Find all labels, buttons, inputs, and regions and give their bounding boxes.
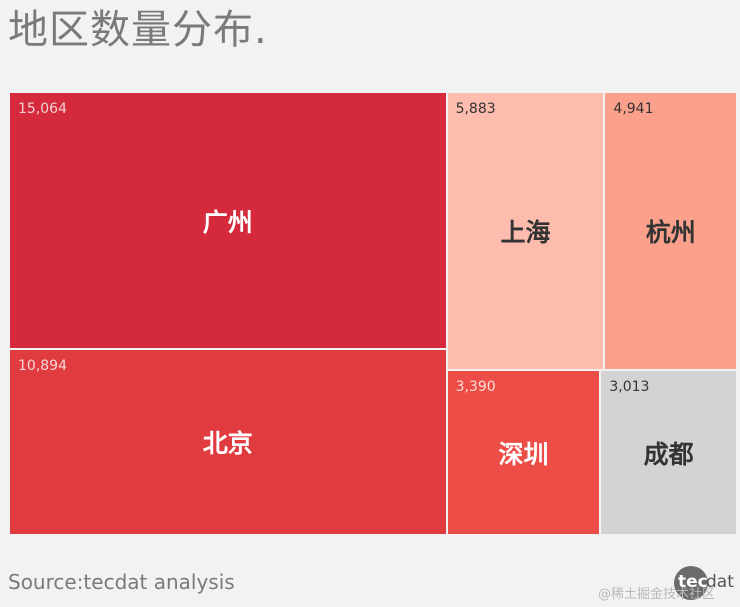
tile-label: 成都 — [643, 439, 694, 469]
tile-label: 深圳 — [498, 439, 549, 469]
tile-value: 3,013 — [609, 379, 650, 396]
logo-circle-icon — [674, 566, 708, 600]
treemap-tile-3: 4,941 杭州 — [604, 92, 737, 371]
tecdat-logo: tec dat — [672, 564, 734, 600]
tile-value: 3,390 — [455, 379, 496, 396]
tile-value: 5,883 — [455, 101, 496, 117]
tile-value: 4,941 — [613, 101, 654, 117]
source-note: Source:tecdat analysis — [8, 570, 235, 594]
tile-label: 杭州 — [645, 218, 696, 248]
tile-label: 广州 — [202, 207, 253, 237]
treemap-tile-1: 10,894 北京 — [9, 349, 447, 535]
chart-title: 地区数量分布. — [8, 7, 268, 53]
logo-text-tec: tec — [678, 572, 708, 592]
tile-value: 10,894 — [18, 358, 67, 375]
tile-label: 北京 — [202, 429, 253, 459]
treemap-tile-4: 3,390 深圳 — [446, 370, 601, 535]
tile-value: 15,064 — [18, 101, 67, 117]
treemap-tile-5: 3,013 成都 — [600, 370, 737, 535]
tile-label: 上海 — [500, 218, 551, 248]
watermark: @稀土掘金技术社区 — [598, 587, 716, 602]
logo-text-dat: dat — [706, 572, 734, 592]
treemap-tile-2: 5,883 上海 — [446, 92, 605, 371]
treemap-tile-0: 15,064 广州 — [9, 92, 447, 350]
